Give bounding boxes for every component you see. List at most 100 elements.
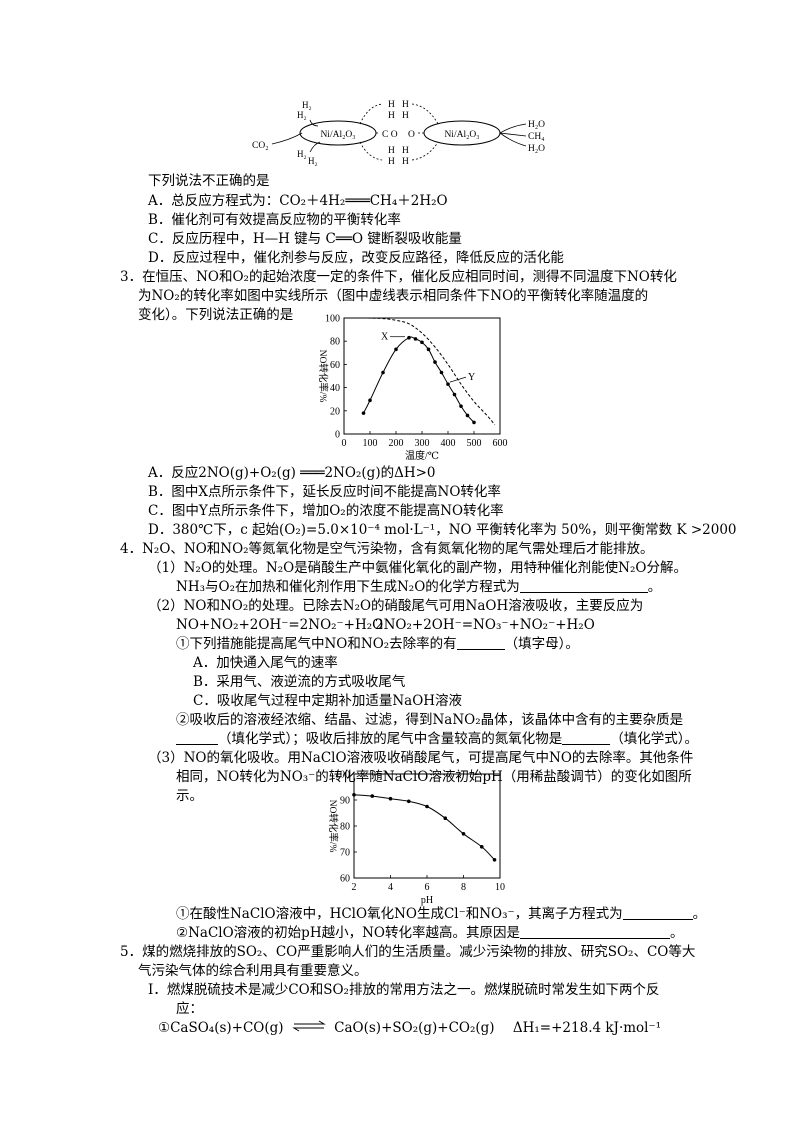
data-point <box>352 793 356 797</box>
q2-option-b: B．催化剂可有效提高反应物的平衡转化率 <box>148 212 401 228</box>
y-tick-label: 40 <box>330 383 340 394</box>
h2-top-label-2: H₂ <box>297 110 307 120</box>
x-tick-label: 300 <box>415 438 430 449</box>
x-axis-label: 温度/℃ <box>405 449 439 462</box>
data-point <box>426 347 431 352</box>
answer-blank-ionic-equation[interactable] <box>622 905 693 920</box>
data-point <box>446 382 450 386</box>
q4-part3-q2-end: 。 <box>669 925 684 941</box>
x-tick-label: 2 <box>352 882 357 893</box>
answer-blank-nitrogen-oxide[interactable] <box>562 730 611 745</box>
q3-option-d: D．380℃下，c 起始(O₂)=5.0×10⁻⁴ mol·L⁻¹，NO 平衡转… <box>148 522 737 538</box>
data-point <box>420 340 424 345</box>
q4-part2-q2-line1: ②吸收后的溶液经浓缩、结晶、过滤，得到NaNO₂晶体，该晶体中含有的主要杂质是 <box>176 712 684 728</box>
q4-choice-c: C．吸收尾气过程中定期补加适量NaOH溶液 <box>193 693 463 709</box>
x-tick-label: 4 <box>388 882 393 893</box>
h2o-product-bottom: H₂O <box>528 144 545 154</box>
q4-part2-q1-text: ①下列措施能提高尾气中NO和NO₂去除率的有 <box>176 636 457 652</box>
data-point <box>388 796 393 801</box>
measured-curve <box>353 794 495 861</box>
q3-option-a: A．反应2NO(g)+O₂(g) ═══2NO₂(g)的ΔH>0 <box>148 465 436 481</box>
data-point <box>413 337 418 341</box>
y-tick-label: 100 <box>325 314 340 325</box>
h-atom-8: H <box>402 157 409 167</box>
q5-reaction1-enthalpy: ΔH₁=+218.4 kJ·mol⁻¹ <box>512 1020 662 1036</box>
q5-reaction1: ①CaSO₄(s)+CO(g) CaO(s)+SO₂(g)+CO₂(g) ΔH₁… <box>158 1019 661 1037</box>
data-point <box>465 413 470 418</box>
data-point <box>407 335 411 340</box>
q5-stem-line2: 气污染气体的综合利用具有重要意义。 <box>138 963 368 979</box>
h-atom-2: H <box>402 100 409 110</box>
y-tick-label: 100 <box>335 770 350 781</box>
x-tick-label: 10 <box>495 882 505 893</box>
o-atom: O <box>408 130 415 140</box>
h-atom-5: H <box>388 146 395 156</box>
y-tick-label: 80 <box>340 822 350 833</box>
x-tick-label: 8 <box>461 882 466 893</box>
q4-stem-line1: 4．N₂O、NO和NO₂等氮氧化物是空气污染物，含有氮氧化物的尾气需处理后才能排… <box>120 541 654 557</box>
h2-bottom-label: H₂ <box>297 149 307 159</box>
x-tick-label: 200 <box>389 438 404 449</box>
h-atom-6: H <box>402 146 409 156</box>
q4-part3-q1-text: ①在酸性NaClO溶液中，HClO氧化NO生成Cl⁻和NO₃⁻，其离子方程式为 <box>176 906 623 922</box>
chart-no-conversion-vs-temperature: 0 100 200 300 400 500 600 0 20 40 60 80 100 温度/℃ NO转化率… <box>317 314 508 463</box>
data-point <box>368 398 372 403</box>
data-point <box>443 816 448 820</box>
q2-option-a: A．总反应方程式为：CO₂＋4H₂═══CH₄＋2H₂O <box>148 193 448 209</box>
q5-stem-line1: 5．煤的燃烧排放的SO₂、CO严重影响人们的生活质量。减少污染物的排放、研究SO… <box>120 944 696 960</box>
y-tick-label: 90 <box>340 796 350 807</box>
catalyst-label-right: Ni/Al₂O₃ <box>444 130 479 140</box>
data-point <box>433 360 437 364</box>
answer-blank-choice[interactable] <box>456 635 505 650</box>
q4-part2-q2-text: （填化学式）；吸收后排放的尾气中含量较高的氮氧化物是 <box>218 731 563 747</box>
answer-blank-impurity[interactable] <box>176 730 218 745</box>
q4-part3-q1-end: 。 <box>692 906 707 922</box>
equilibrium-arrow-icon <box>292 1020 326 1032</box>
equilibrium-curve <box>367 317 496 426</box>
q3-option-b: B．图中X点所示条件下，延长反应时间不能提高NO转化率 <box>148 484 501 500</box>
h-atom-1: H <box>388 100 395 110</box>
data-point <box>370 794 375 798</box>
q4-part2-q1-end: （填字母）。 <box>504 636 579 652</box>
data-point <box>425 804 429 809</box>
y-tick-label: 60 <box>340 874 350 885</box>
annotation-y: Y <box>468 372 475 383</box>
q4-part3-q2: ②NaClO溶液的初始pH越小，NO转化率越高。其原因是 。 <box>176 924 683 942</box>
ch4-product: CH₄ <box>528 132 545 142</box>
q4-part2-line1: （2）NO和NO₂的处理。已除去N₂O的硝酸尾气可用NaOH溶液吸收，主要反应为 <box>148 598 644 614</box>
q4-part1-end: 。 <box>647 579 662 595</box>
q4-part3-line3: 示。 <box>176 788 203 804</box>
data-point <box>459 404 463 408</box>
answer-blank-reason[interactable] <box>519 924 670 939</box>
y-tick-label: 0 <box>335 430 340 441</box>
q4-part3-line1: （3）NO的氧化吸收。用NaClO溶液吸收硝酸尾气，可提高尾气中NO的去除率。其… <box>148 750 694 766</box>
data-point <box>381 370 385 375</box>
q4-part2-q2-line2: （填化学式）；吸收后排放的尾气中含量较高的氮氧化物是 （填化学式）。 <box>176 730 698 748</box>
q5-reaction1-reactants: ①CaSO₄(s)+CO(g) <box>158 1020 284 1036</box>
q3-stem-line3: 变化）。下列说法正确的是 <box>138 307 294 323</box>
q4-part3-q1: ①在酸性NaClO溶液中，HClO氧化NO生成Cl⁻和NO₃⁻，其离子方程式为 。 <box>176 905 706 923</box>
q4-part2-eq1: NO+NO₂+2OH⁻=2NO₂⁻+H₂O <box>176 617 384 633</box>
x-tick-label: 400 <box>441 438 456 449</box>
plot-frame <box>353 773 501 879</box>
data-point <box>479 845 484 849</box>
data-point <box>406 799 411 804</box>
co2-label: CO₂ <box>252 141 269 151</box>
x-tick-label: 100 <box>363 438 378 449</box>
q3-stem-line2: 为NO₂的转化率如图中实线所示（图中虚线表示相同条件下NO的平衡转化率随温度的 <box>138 288 649 304</box>
q4-part2-eq2: 2NO₂+2OH⁻=NO₃⁻+NO₂⁻+H₂O <box>375 617 595 633</box>
co-molecule: C O <box>382 130 398 140</box>
h2-top-label: H₂ <box>302 100 312 110</box>
data-point <box>492 858 497 862</box>
q3-stem-line1: 3．在恒压、NO和O₂的起始浓度一定的条件下，催化反应相同时间，测得不同温度下N… <box>120 269 677 285</box>
y-axis-label: NO转化率/% <box>327 800 339 853</box>
h2o-product-top: H₂O <box>528 120 545 130</box>
y-tick-label: 80 <box>330 337 340 348</box>
x-tick-label: 6 <box>425 882 430 893</box>
answer-blank-equation[interactable] <box>519 578 648 593</box>
plot-frame <box>343 317 501 435</box>
y-tick-label: 70 <box>340 848 350 859</box>
data-point <box>361 411 366 415</box>
annotation-y-pointer <box>449 376 467 383</box>
x-axis-label: pH <box>421 895 433 906</box>
